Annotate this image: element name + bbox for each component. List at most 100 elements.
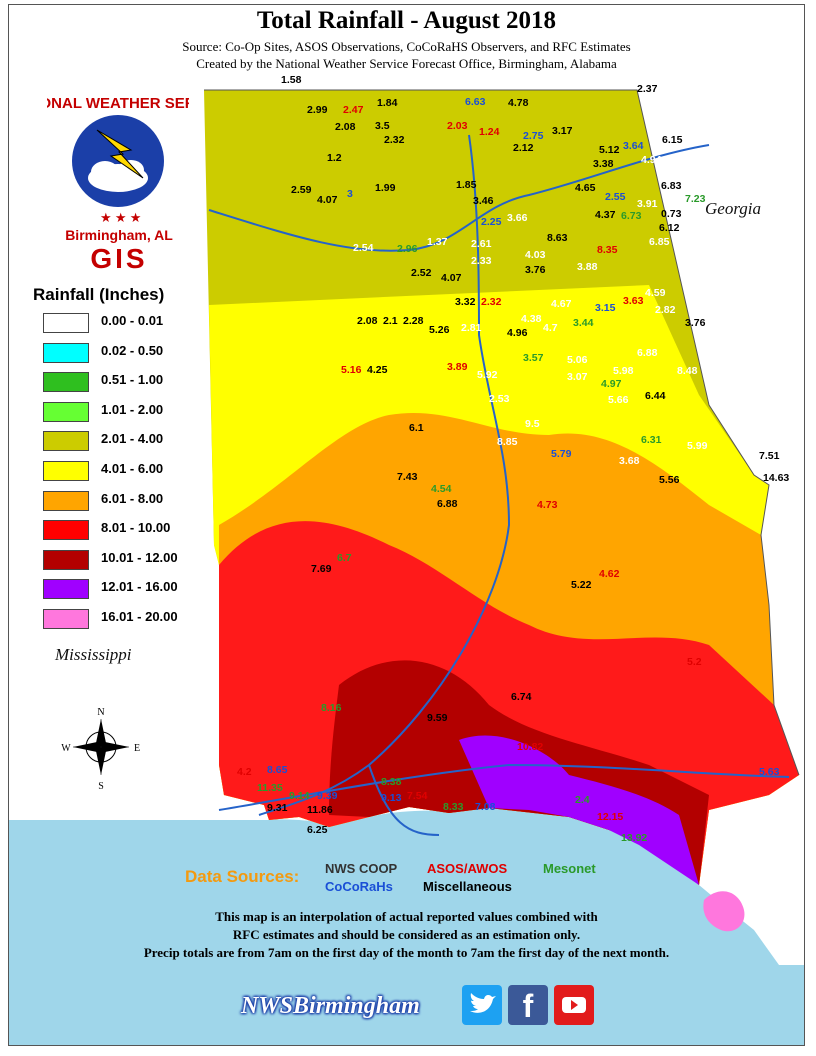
- station-value: 2.1: [383, 315, 398, 327]
- station-value: 2.47: [343, 104, 364, 116]
- legend-swatch: [43, 609, 89, 629]
- station-value: 2.28: [403, 315, 424, 327]
- compass-w: W: [61, 743, 71, 754]
- station-value: 2.55: [605, 191, 626, 203]
- data-source-asos: ASOS/AWOS: [427, 861, 508, 876]
- station-value: 4.65: [575, 182, 596, 194]
- station-value: 2.32: [384, 134, 405, 146]
- data-sources-label: Data Sources:: [185, 867, 300, 886]
- station-value: 3.68: [619, 455, 640, 467]
- legend-swatch: [43, 372, 89, 393]
- station-value: 2.33: [471, 255, 492, 267]
- station-value: 8.48: [677, 365, 698, 377]
- station-value: 3.89: [447, 361, 468, 373]
- station-value: 2.12: [513, 142, 534, 154]
- data-source-nws-coop: NWS COOP: [325, 861, 398, 876]
- station-value: 3.91: [637, 198, 658, 210]
- station-value: 9.13: [381, 792, 402, 804]
- station-value: 4.62: [599, 568, 620, 580]
- station-value: 7.54: [407, 790, 428, 802]
- logo-office: Birmingham, AL: [65, 227, 173, 243]
- legend-swatch: [43, 520, 89, 541]
- station-value: 14.63: [763, 472, 790, 484]
- station-value: 3.44: [573, 317, 594, 329]
- station-value: 5.56: [659, 474, 680, 486]
- facebook-icon[interactable]: f: [508, 985, 548, 1025]
- station-value: 3.07: [567, 371, 588, 383]
- station-value: 4.03: [525, 249, 546, 261]
- station-value: 9.39: [317, 790, 338, 802]
- station-value: 2.82: [655, 304, 676, 316]
- legend-swatch: [43, 342, 89, 363]
- station-value: 8.09: [677, 240, 698, 252]
- station-value: 12.15: [597, 811, 624, 823]
- station-value: 3.66: [507, 212, 528, 224]
- station-value: 5.26: [429, 324, 450, 336]
- station-value: 4.25: [367, 364, 388, 376]
- station-value: 4.96: [507, 327, 528, 339]
- data-source-misc: Miscellaneous: [423, 879, 512, 894]
- station-value: 6.63: [465, 96, 486, 108]
- station-value: 2.96: [397, 243, 418, 255]
- station-value: 5.12: [599, 144, 620, 156]
- station-value: 8.38: [381, 776, 402, 788]
- legend-label: 0.02 - 0.50: [101, 342, 164, 358]
- station-value: 6.44: [645, 390, 666, 402]
- station-value: 3: [347, 188, 353, 200]
- rainfall-map: [9, 5, 804, 1045]
- station-value: 4.38: [521, 313, 542, 325]
- station-value: 6.15: [662, 134, 683, 146]
- station-value: 6.25: [307, 824, 328, 836]
- station-value: 6.88: [437, 498, 458, 510]
- footer-brand: NWSBirmingham: [241, 993, 420, 1019]
- map-title: Total Rainfall - August 2018: [256, 7, 557, 34]
- station-value: 8.85: [497, 436, 518, 448]
- station-value: 2.81: [461, 322, 482, 334]
- station-value: 3.76: [685, 317, 706, 329]
- compass-e: E: [134, 743, 140, 754]
- legend-label: 0.51 - 1.00: [101, 372, 164, 388]
- station-value: 5.22: [571, 579, 592, 591]
- compass-s: S: [98, 781, 104, 792]
- twitter-icon[interactable]: [462, 985, 502, 1025]
- station-value: 4.7: [543, 322, 558, 334]
- nws-logo: NATIONAL WEATHER SERVICE ★ ★ ★: [47, 95, 189, 227]
- station-value: 1.24: [479, 126, 500, 138]
- station-value: 2.54: [353, 242, 374, 254]
- station-value: 3.76: [525, 264, 546, 276]
- station-value: 2.52: [411, 267, 432, 279]
- station-value: 1.85: [456, 179, 477, 191]
- station-value: 8.63: [547, 232, 568, 244]
- legend-label: 16.01 - 20.00: [101, 609, 178, 624]
- station-value: 6.85: [649, 236, 670, 248]
- logo-ring-text: NATIONAL WEATHER SERVICE: [47, 95, 189, 112]
- station-value: 6.7: [337, 552, 352, 564]
- station-value: 10.82: [517, 741, 544, 753]
- station-value: 7.08: [475, 801, 496, 813]
- station-value: 6.73: [621, 210, 642, 222]
- station-value: 7.69: [311, 563, 332, 575]
- legend-title: Rainfall (Inches): [33, 285, 165, 304]
- station-value: 7.43: [397, 471, 418, 483]
- station-value: 8.35: [597, 244, 618, 256]
- station-value: 2.59: [291, 184, 312, 196]
- compass-n: N: [97, 707, 104, 718]
- legend-label: 12.01 - 16.00: [101, 579, 178, 595]
- station-value: 5.99: [687, 440, 708, 452]
- station-value: 5.79: [551, 448, 572, 460]
- station-value: 4.73: [537, 499, 558, 511]
- legend-label: 2.01 - 4.00: [101, 431, 164, 447]
- legend-label: 1.01 - 2.00: [101, 401, 164, 417]
- station-value: 4.07: [317, 194, 338, 206]
- station-value: 5.92: [477, 369, 498, 381]
- station-value: 8.65: [267, 764, 288, 776]
- compass-rose-icon: N S W E: [61, 707, 140, 792]
- map-frame: Total Rainfall - August 2018 Source: Co-…: [8, 4, 805, 1046]
- station-value: 5.98: [613, 365, 634, 377]
- station-value: 2.03: [447, 120, 468, 132]
- station-value: 5.06: [567, 354, 588, 366]
- youtube-icon[interactable]: [554, 985, 594, 1025]
- note-line-2: RFC estimates and should be considered a…: [232, 927, 581, 942]
- station-value: 4.59: [645, 287, 666, 299]
- svg-text:★ ★ ★: ★ ★ ★: [100, 210, 141, 225]
